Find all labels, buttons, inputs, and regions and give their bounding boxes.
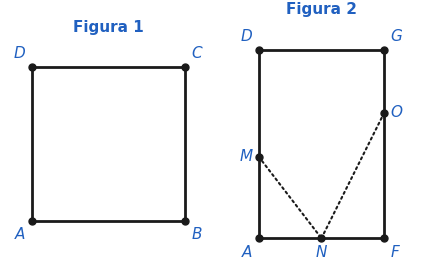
- Title: Figura 1: Figura 1: [73, 19, 144, 35]
- Text: A: A: [15, 227, 26, 242]
- Title: Figura 2: Figura 2: [286, 2, 357, 17]
- Text: C: C: [191, 46, 202, 61]
- Text: D: D: [14, 46, 26, 61]
- Text: G: G: [390, 29, 402, 44]
- Text: N: N: [316, 245, 327, 259]
- Text: B: B: [191, 227, 202, 242]
- Text: A: A: [242, 245, 252, 259]
- Text: F: F: [390, 245, 399, 259]
- Text: O: O: [390, 105, 402, 120]
- Text: M: M: [240, 149, 252, 164]
- Text: D: D: [241, 29, 252, 44]
